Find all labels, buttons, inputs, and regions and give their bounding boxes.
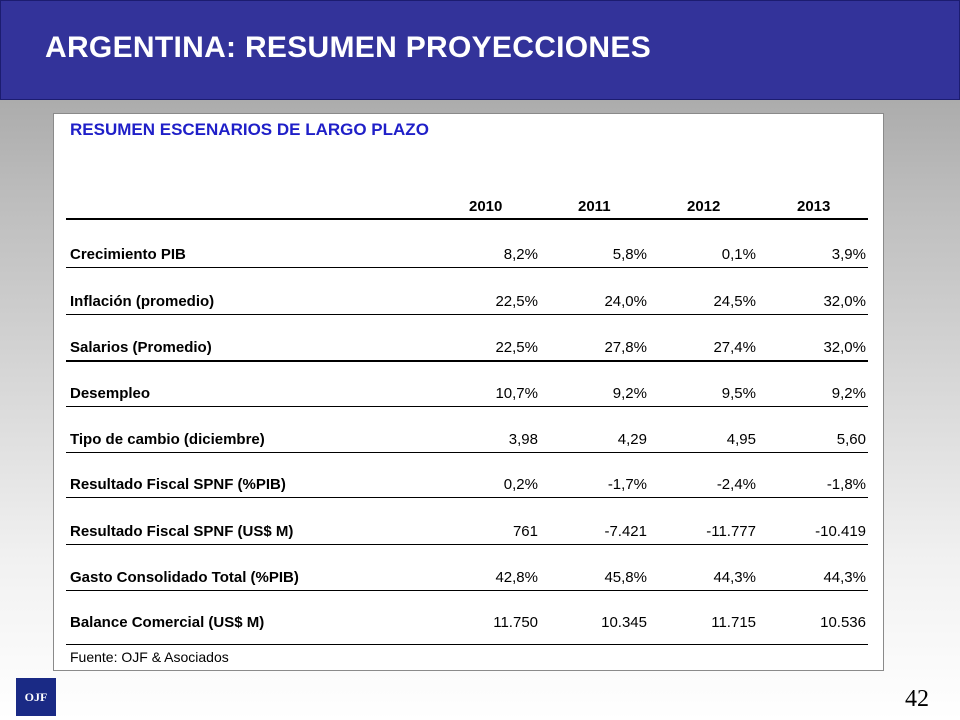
- ojf-logo: OJF: [16, 678, 56, 716]
- table-cell: 10.536: [820, 614, 866, 631]
- table-row: Tipo de cambio (diciembre) 3,98 4,29 4,9…: [66, 428, 868, 453]
- summary-panel: RESUMEN ESCENARIOS DE LARGO PLAZO 2010 2…: [53, 113, 884, 671]
- year-2011: 2011: [578, 198, 611, 215]
- row-label: Desempleo: [70, 385, 151, 402]
- year-2012: 2012: [687, 198, 721, 215]
- row-label: Resultado Fiscal SPNF (%PIB): [70, 476, 286, 493]
- table-cell: 44,3%: [713, 569, 756, 586]
- slide-title: ARGENTINA: RESUMEN PROYECCIONES: [45, 31, 652, 64]
- table-row: Gasto Consolidado Total (%PIB) 42,8% 45,…: [66, 566, 868, 591]
- table-cell: -2,4%: [716, 476, 756, 493]
- table-cell: -1,8%: [826, 476, 866, 493]
- table-cell: 3,9%: [831, 246, 866, 263]
- row-label: Balance Comercial (US$ M): [70, 614, 265, 631]
- table-cell: -11.777: [706, 523, 756, 540]
- table-cell: 22,5%: [495, 293, 538, 310]
- table-cell: 5,60: [836, 431, 866, 448]
- year-2010: 2010: [469, 198, 503, 215]
- table-row: Inflación (promedio) 22,5% 24,0% 24,5% 3…: [66, 290, 868, 315]
- table-cell: 4,29: [617, 431, 647, 448]
- table-cell: 24,5%: [713, 293, 756, 310]
- table-row: Resultado Fiscal SPNF (%PIB) 0,2% -1,7% …: [66, 473, 868, 498]
- row-label: Resultado Fiscal SPNF (US$ M): [70, 523, 294, 540]
- table-cell: -10.419: [815, 523, 866, 540]
- table-cell: 42,8%: [495, 569, 538, 586]
- table-cell: -7.421: [604, 523, 647, 540]
- year-header-row: 2010 2011 2012 2013: [66, 194, 868, 220]
- slide-header: ARGENTINA: RESUMEN PROYECCIONES: [0, 0, 960, 100]
- table-cell: 44,3%: [823, 569, 866, 586]
- source-divider: [66, 644, 868, 645]
- table-cell: 11.750: [493, 614, 538, 631]
- row-label: Tipo de cambio (diciembre): [70, 431, 265, 448]
- table-cell: 5,8%: [612, 246, 647, 263]
- table-cell: 0,2%: [503, 476, 538, 493]
- table-cell: 0,1%: [721, 246, 756, 263]
- table-cell: 10.345: [601, 614, 647, 631]
- table-cell: 11.715: [711, 614, 756, 631]
- row-label: Crecimiento PIB: [70, 246, 186, 263]
- table-cell: 4,95: [726, 431, 756, 448]
- table-row: Salarios (Promedio) 22,5% 27,8% 27,4% 32…: [66, 336, 868, 362]
- table-cell: 8,2%: [503, 246, 538, 263]
- table-cell: 27,8%: [604, 339, 647, 356]
- row-label: Salarios (Promedio): [70, 339, 212, 356]
- table-cell: 9,2%: [831, 385, 866, 402]
- table-cell: 24,0%: [604, 293, 647, 310]
- page-number: 42: [905, 686, 929, 712]
- table-cell: 10,7%: [495, 385, 538, 402]
- table-cell: 3,98: [508, 431, 538, 448]
- table-row: Crecimiento PIB 8,2% 5,8% 0,1% 3,9%: [66, 243, 868, 268]
- table-cell: 45,8%: [604, 569, 647, 586]
- table-cell: 761: [512, 523, 538, 540]
- table-row: Desempleo 10,7% 9,2% 9,5% 9,2%: [66, 382, 868, 407]
- table-cell: 9,5%: [721, 385, 756, 402]
- table-cell: 32,0%: [823, 293, 866, 310]
- table-cell: 22,5%: [495, 339, 538, 356]
- table-cell: 9,2%: [612, 385, 647, 402]
- table-cell: 27,4%: [713, 339, 756, 356]
- table-row: Balance Comercial (US$ M) 11.750 10.345 …: [66, 611, 868, 635]
- table-row: Resultado Fiscal SPNF (US$ M) 761 -7.421…: [66, 520, 868, 545]
- year-2013: 2013: [797, 198, 831, 215]
- logo-text: OJF: [24, 689, 48, 704]
- source-note: Fuente: OJF & Asociados: [70, 649, 229, 665]
- row-label: Gasto Consolidado Total (%PIB): [70, 569, 299, 586]
- panel-title: RESUMEN ESCENARIOS DE LARGO PLAZO: [70, 120, 429, 139]
- table-cell: -1,7%: [607, 476, 647, 493]
- row-label: Inflación (promedio): [70, 293, 215, 310]
- table-cell: 32,0%: [823, 339, 866, 356]
